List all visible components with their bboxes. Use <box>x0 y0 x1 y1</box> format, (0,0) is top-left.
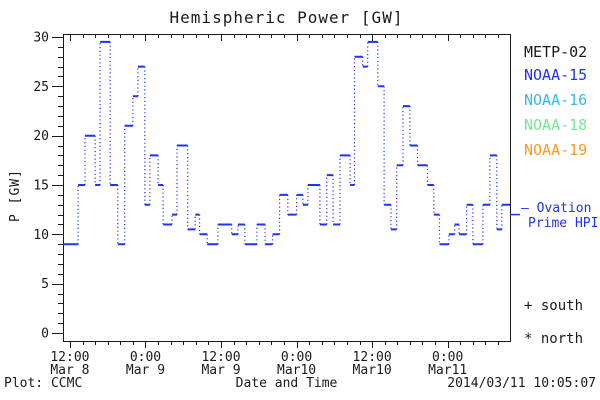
svg-text:Mar11: Mar11 <box>428 363 467 378</box>
svg-text:0:00: 0:00 <box>432 350 463 365</box>
ovation-word1: Ovation <box>536 201 592 216</box>
svg-text:5: 5 <box>41 277 49 292</box>
svg-text:Mar10: Mar10 <box>277 363 316 378</box>
x-axis-label: Date and Time <box>235 376 338 391</box>
svg-text:Mar10: Mar10 <box>353 363 392 378</box>
svg-text:Mar 8: Mar 8 <box>50 363 89 378</box>
svg-text:Mar 9: Mar 9 <box>126 363 165 378</box>
legend-item-noaa-19: NOAA-19 <box>524 141 588 159</box>
svg-text:30: 30 <box>33 31 49 46</box>
ovation-prime-hpi-legend: — Ovation Prime HPI <box>521 201 598 231</box>
ovation-legend-line1: — Ovation <box>521 201 598 216</box>
legend-item-noaa-18: NOAA-18 <box>524 116 588 134</box>
south-marker-legend: + south <box>524 298 584 314</box>
svg-text:Mar 9: Mar 9 <box>201 363 240 378</box>
svg-text:25: 25 <box>33 80 49 95</box>
svg-text:12:00: 12:00 <box>50 350 89 365</box>
north-marker-legend: * north <box>524 331 584 347</box>
ovation-legend-line2: Prime HPI <box>528 216 599 231</box>
legend-item-noaa-16: NOAA-16 <box>524 91 588 109</box>
svg-text:15: 15 <box>33 179 49 194</box>
chart-title: Hemispheric Power [GW] <box>169 8 404 27</box>
svg-text:0:00: 0:00 <box>281 350 312 365</box>
svg-text:0:00: 0:00 <box>130 350 161 365</box>
plot-source-label: Plot: CCMC <box>4 376 83 391</box>
svg-text:10: 10 <box>33 228 49 243</box>
svg-text:12:00: 12:00 <box>201 350 240 365</box>
svg-text:12:00: 12:00 <box>353 350 392 365</box>
legend-item-metp-02: METP-02 <box>524 43 588 61</box>
svg-text:20: 20 <box>33 129 49 144</box>
plot-timestamp: 2014/03/11 10:05:07 <box>447 376 596 391</box>
svg-text:0: 0 <box>41 327 49 342</box>
line-sample-icon: — <box>521 201 529 216</box>
y-axis-label: P [GW] <box>8 169 23 222</box>
legend-item-noaa-15: NOAA-15 <box>524 66 588 84</box>
